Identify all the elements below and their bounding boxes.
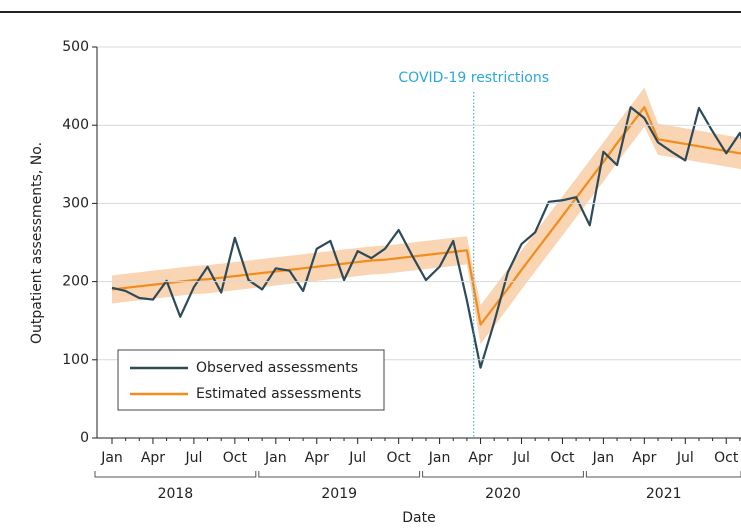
x-tick-label: Oct bbox=[550, 450, 575, 466]
year-label: 2020 bbox=[485, 486, 521, 502]
legend-box bbox=[117, 349, 385, 411]
series-line bbox=[111, 106, 741, 326]
x-tick-label: Apr bbox=[141, 450, 165, 466]
legend-label: Observed assessments bbox=[196, 360, 358, 376]
plot-area bbox=[111, 87, 741, 369]
year-bracket bbox=[422, 471, 584, 478]
x-tick-label: Jan bbox=[592, 450, 615, 466]
y-tick-label: 200 bbox=[62, 274, 89, 290]
y-tick-label: 400 bbox=[62, 117, 89, 133]
confidence-band bbox=[112, 87, 741, 345]
x-tick-label: Jul bbox=[676, 450, 694, 466]
year-label: 2018 bbox=[158, 486, 194, 502]
y-tick-label: 0 bbox=[80, 430, 89, 446]
x-tick-label: Jul bbox=[348, 450, 366, 466]
x-tick-label: Oct bbox=[714, 450, 739, 466]
legend-label: Estimated assessments bbox=[196, 386, 361, 402]
y-tick-label: 300 bbox=[62, 195, 89, 211]
x-tick-label: Apr bbox=[632, 450, 656, 466]
y-axis-label: Outpatient assessments, No. bbox=[29, 142, 45, 344]
x-tick-label: Apr bbox=[468, 450, 492, 466]
legend: Observed assessments Estimated assessment… bbox=[117, 349, 385, 411]
series-line bbox=[111, 106, 741, 369]
x-tick-label: Apr bbox=[305, 450, 329, 466]
annotation-text: COVID-19 restrictions bbox=[398, 70, 549, 86]
year-label: 2019 bbox=[321, 486, 357, 502]
x-tick-label: Oct bbox=[387, 450, 412, 466]
year-label: 2021 bbox=[646, 486, 682, 502]
y-tick-label: 100 bbox=[62, 352, 89, 368]
year-bracket bbox=[258, 471, 421, 478]
year-bracket bbox=[94, 471, 257, 478]
y-tick-label: 500 bbox=[62, 39, 89, 55]
x-tick-label: Jan bbox=[264, 450, 287, 466]
x-axis-label: Date bbox=[402, 510, 435, 526]
x-tick-label: Oct bbox=[223, 450, 248, 466]
x-tick-label: Jan bbox=[428, 450, 451, 466]
x-tick-label: Jul bbox=[512, 450, 530, 466]
x-tick-label: Jul bbox=[184, 450, 202, 466]
x-tick-label: Jan bbox=[100, 450, 123, 466]
year-bracket bbox=[585, 471, 741, 478]
